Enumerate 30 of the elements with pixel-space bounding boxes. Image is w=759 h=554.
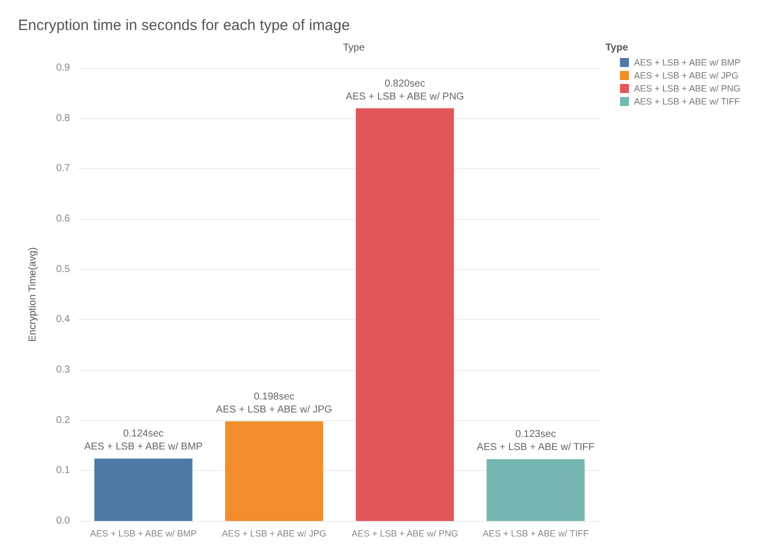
- text: 0.0: [56, 516, 70, 526]
- legend-label: AES + LSB + ABE w/ JPG: [634, 70, 739, 80]
- y-axis-title: Encryption Time(avg): [28, 247, 38, 342]
- chart-title: Encryption time in seconds for each type of image: [18, 17, 350, 34]
- data-label: 0.820sec: [384, 78, 426, 90]
- text: 0.3: [56, 364, 70, 376]
- legend-title: Type: [605, 42, 628, 54]
- data-label: 0.123sec: [515, 429, 556, 440]
- text: 0.8: [56, 112, 70, 124]
- text: 0.4: [56, 314, 70, 326]
- x-tick-label: AES + LSB + ABE w/ PNG: [352, 528, 458, 538]
- x-tick-label: AES + LSB + ABE w/ TIFF: [482, 528, 590, 538]
- category-label: AES + LSB + ABE w/ BMP: [84, 442, 203, 453]
- text: 0.6: [56, 214, 70, 224]
- legend-label: AES + LSB + ABE w/ BMP: [634, 58, 741, 68]
- data-label: 0.198sec: [254, 391, 294, 402]
- legend-label: AES + LSB + ABE w/ TIFF: [634, 96, 740, 106]
- text: 0.5: [56, 264, 70, 275]
- legend-label: AES + LSB + ABE w/ PNG: [634, 84, 741, 94]
- text: 0.2: [56, 414, 70, 426]
- x-tick-label: AES + LSB + ABE w/ JPG: [222, 528, 326, 538]
- category-label: AES + LSB + ABE w/ JPG: [216, 404, 332, 416]
- text: 0.1: [56, 465, 70, 476]
- text: 0.7: [56, 163, 70, 174]
- x-axis-title: Type: [343, 42, 366, 54]
- data-label: 0.124sec: [123, 428, 164, 440]
- text: 0.9: [56, 62, 70, 74]
- x-tick-label: AES + LSB + ABE w/ BMP: [90, 528, 197, 538]
- category-label: AES + LSB + ABE w/ TIFF: [476, 442, 594, 454]
- category-label: AES + LSB + ABE w/ PNG: [346, 91, 464, 102]
